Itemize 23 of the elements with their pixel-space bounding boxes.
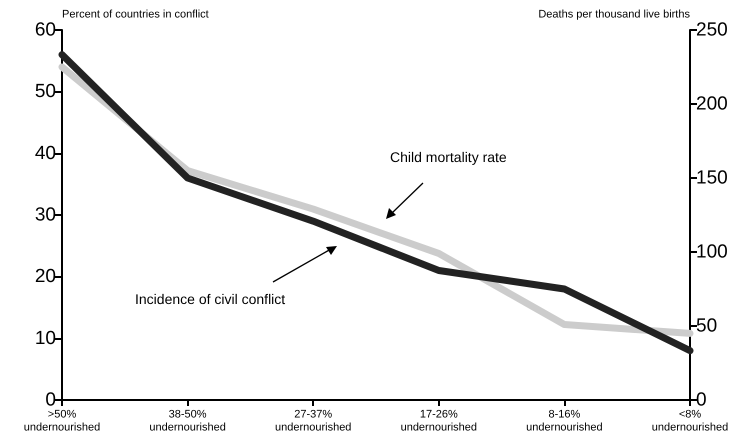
x-tick-label: 17-26% undernourished xyxy=(400,408,478,434)
y2-tick-label: 0 xyxy=(696,390,707,410)
y-tick-label: 50 xyxy=(34,81,56,102)
x-tick-label: 27-37% undernourished xyxy=(274,408,352,434)
y2-tick-label: 100 xyxy=(696,242,728,262)
y-tick-label: 20 xyxy=(34,266,56,288)
y2-tick-label: 250 xyxy=(696,20,728,40)
y2-tick-label: 200 xyxy=(696,94,728,114)
y-tick-label: 40 xyxy=(34,142,56,164)
y-tick-label: 60 xyxy=(34,20,56,40)
y2-tick-label: 150 xyxy=(696,168,728,188)
y-tick-label: 10 xyxy=(34,328,56,349)
y-tick-label: 30 xyxy=(34,204,56,226)
x-tick-label: <8% undernourished xyxy=(652,408,728,434)
annotation: Child mortality rate xyxy=(390,149,507,165)
y2-tick-label: 50 xyxy=(696,316,718,336)
annotation: Incidence of civil conflict xyxy=(135,291,286,307)
x-tick-label: 8-16% undernourished xyxy=(526,408,603,434)
x-tick-label: 38-50% undernourished xyxy=(149,408,226,434)
y-tick-label: 0 xyxy=(45,390,56,410)
x-tick-label: >50% undernourished xyxy=(24,408,100,434)
y2-axis-title: Deaths per thousand live births xyxy=(538,8,690,20)
y-axis-title: Percent of countries in conflict xyxy=(62,8,209,20)
